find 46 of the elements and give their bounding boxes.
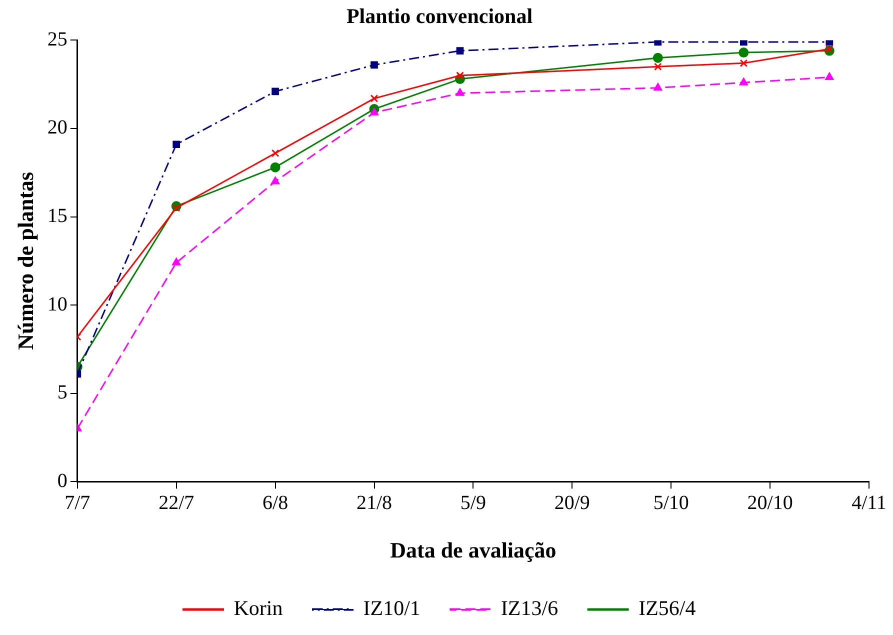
point: [172, 140, 180, 148]
point: [456, 72, 464, 80]
point: [654, 82, 662, 91]
point: [370, 61, 378, 69]
y-tick-label: 20: [47, 116, 68, 139]
point: [272, 88, 279, 96]
x-tick-label: 22/7: [158, 492, 194, 514]
point: [740, 40, 748, 46]
point: [738, 48, 749, 58]
y-tick-label: 10: [47, 293, 68, 316]
x-tick-label: 4/11: [852, 492, 886, 514]
legend-label: IZ56/4: [638, 596, 696, 620]
point: [825, 45, 834, 53]
point: [456, 88, 464, 96]
x-tick-label: 6/8: [262, 492, 288, 514]
x-tick-label: 20/9: [554, 492, 590, 514]
point: [370, 94, 378, 102]
point: [456, 47, 464, 54]
point: [825, 72, 834, 80]
y-tick-label: 25: [47, 28, 68, 50]
point: [172, 204, 180, 212]
point: [654, 62, 662, 71]
x-tick-label: 7/7: [64, 492, 90, 514]
x-tick-label: 5/10: [653, 492, 689, 514]
x-tick-label: 20/10: [747, 492, 793, 514]
legend-label: IZ10/1: [363, 596, 420, 620]
legend-label: IZ13/6: [500, 596, 558, 620]
point: [270, 176, 280, 184]
legend-label: Korin: [234, 596, 284, 620]
y-tick-label: 0: [57, 470, 68, 492]
point: [370, 108, 379, 116]
point: [271, 149, 280, 158]
y-axis-title: Número de plantas: [12, 171, 38, 350]
point: [740, 59, 748, 68]
chart-title: Plantio convencional: [346, 4, 533, 28]
point: [172, 258, 181, 266]
point: [652, 52, 663, 63]
x-axis-title: Data de avaliação: [390, 537, 556, 562]
x-tick-label: 5/9: [460, 492, 486, 514]
x-tick-label: 21/8: [356, 492, 392, 514]
y-tick-label: 5: [57, 382, 68, 404]
point: [826, 40, 834, 46]
point: [739, 78, 748, 86]
point: [654, 40, 662, 46]
y-tick-label: 15: [47, 205, 68, 228]
point: [270, 162, 280, 172]
